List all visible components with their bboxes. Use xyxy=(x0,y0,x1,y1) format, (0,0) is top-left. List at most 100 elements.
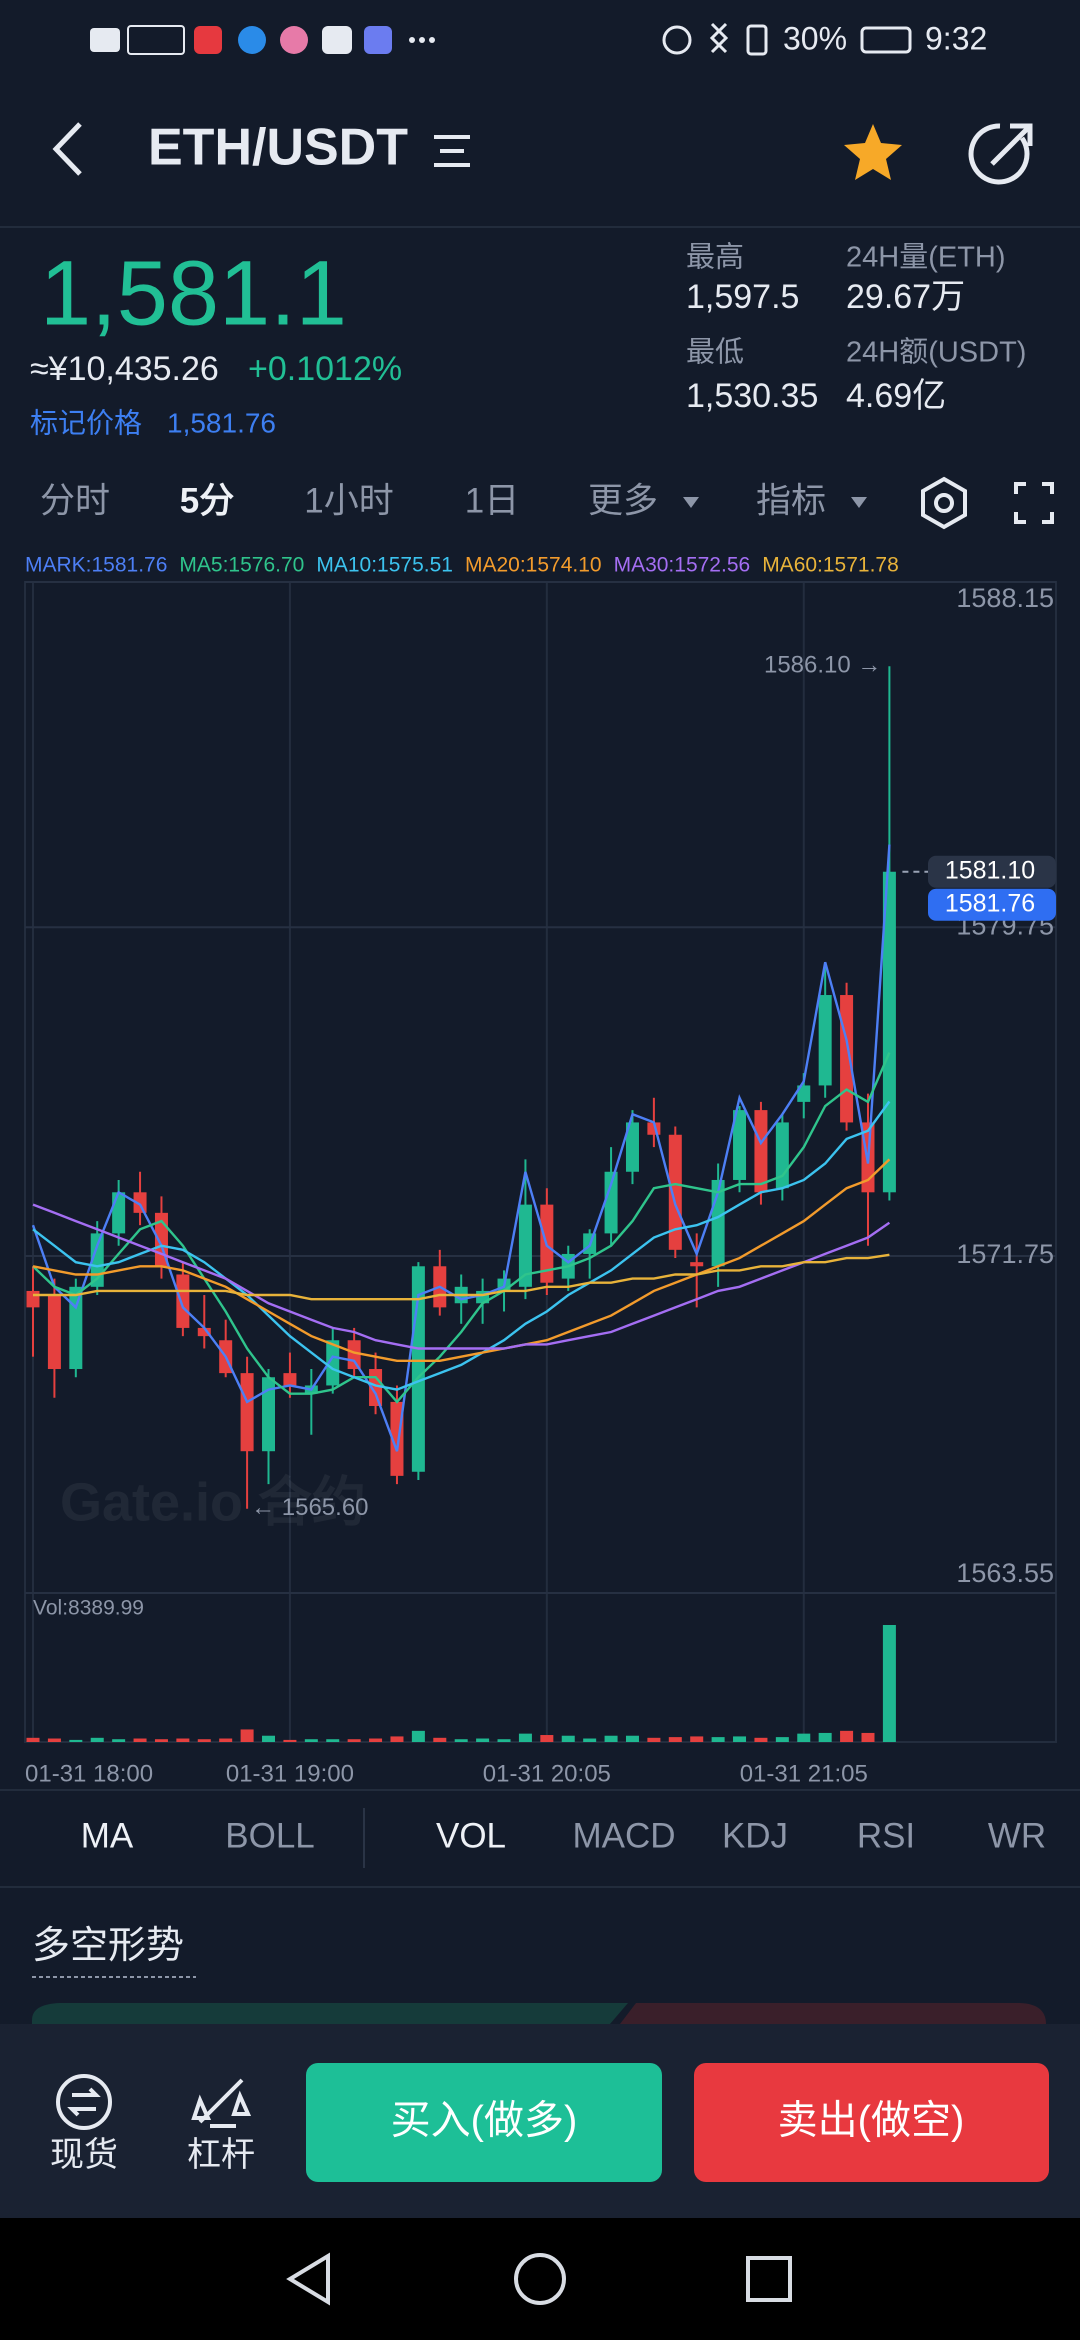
volume-bar xyxy=(454,1739,468,1742)
nav-back[interactable] xyxy=(286,2252,330,2306)
price-tag xyxy=(928,855,1056,888)
volume-bar xyxy=(840,1730,854,1742)
volume-bar xyxy=(154,1739,168,1742)
volume-bar xyxy=(133,1738,147,1742)
change-percent: +0.1012% xyxy=(248,350,402,388)
sell-label[interactable]: 卖出(做空) xyxy=(778,2099,965,2143)
indicator-tab[interactable]: BOLL xyxy=(225,1816,315,1855)
volume-bar xyxy=(476,1738,490,1742)
nav-home[interactable] xyxy=(514,2253,566,2305)
candle-body xyxy=(840,995,854,1123)
volume-bar xyxy=(240,1729,254,1742)
buy-button[interactable] xyxy=(306,2063,662,2182)
timeframe-tab[interactable]: 更多 xyxy=(588,481,658,520)
candle-body xyxy=(240,1373,254,1452)
candle-body xyxy=(69,1286,83,1370)
spot-button[interactable]: 现货 xyxy=(50,2136,118,2174)
nav-recent[interactable] xyxy=(746,2256,792,2302)
stat-value: 1,597.5 xyxy=(686,278,799,316)
indicator-tab[interactable]: KDJ xyxy=(722,1816,788,1855)
volume-bar xyxy=(219,1738,233,1742)
candle-body xyxy=(326,1340,340,1386)
stat-label: 24H额(USDT) xyxy=(846,336,1026,369)
ma-line xyxy=(32,1203,891,1350)
legend-entry: MA20:1574.10 xyxy=(465,554,602,577)
y-tick-label: 1571.75 xyxy=(956,1239,1054,1269)
timeframe-tab[interactable]: 指标 xyxy=(756,481,826,520)
stat-label: 24H量(ETH) xyxy=(846,242,1006,274)
leverage-button[interactable]: 杠杆 xyxy=(187,2136,255,2174)
x-tick-label: 01-31 19:00 xyxy=(226,1760,354,1787)
share-button[interactable] xyxy=(968,123,1033,185)
last-price: 1,581.1 xyxy=(40,242,347,344)
timeframe-tab[interactable]: 5分 xyxy=(180,481,234,520)
price-tag-label: 1581.10 xyxy=(945,856,1035,884)
candle-body xyxy=(197,1327,211,1337)
legend-entry: MARK:1581.76 xyxy=(25,554,167,577)
mark-price: 1,581.76 xyxy=(167,407,276,438)
candle-body xyxy=(797,1085,811,1102)
mark-label: 标记价格 xyxy=(30,407,142,438)
nav-bar xyxy=(0,2218,1080,2340)
volume-bar xyxy=(690,1736,704,1742)
ma-line xyxy=(32,1158,891,1362)
volume-bar xyxy=(26,1737,40,1742)
indicator-tab[interactable]: VOL xyxy=(436,1816,506,1855)
candle-body xyxy=(690,1262,704,1267)
candle-body xyxy=(518,1204,532,1287)
settings-button[interactable] xyxy=(921,476,967,530)
volume-bar xyxy=(411,1730,425,1742)
x-tick-label: 01-31 21:05 xyxy=(740,1760,868,1787)
candle-body xyxy=(283,1373,297,1386)
indicator-tab[interactable]: MACD xyxy=(572,1816,675,1855)
volume-bar xyxy=(797,1733,811,1742)
pair-title[interactable]: ETH/USDT xyxy=(148,119,408,177)
timeframe-tab[interactable]: 分时 xyxy=(40,481,110,520)
candle-body xyxy=(347,1340,361,1370)
volume-bar xyxy=(561,1735,575,1742)
volume-bar xyxy=(861,1732,875,1742)
x-tick-label: 01-31 20:05 xyxy=(483,1760,611,1787)
volume-bar xyxy=(540,1735,554,1742)
y-tick-label: 1588.15 xyxy=(956,583,1054,613)
indicator-tab[interactable]: RSI xyxy=(857,1816,915,1855)
candle-body xyxy=(47,1295,61,1370)
price-tag xyxy=(928,888,1056,921)
volume-bar xyxy=(733,1736,747,1742)
status-icons xyxy=(90,22,912,56)
volume-bar xyxy=(390,1736,404,1742)
volume-bar xyxy=(518,1733,532,1742)
sell-button[interactable] xyxy=(694,2063,1049,2182)
dropdown-arrow xyxy=(851,497,867,508)
pair-menu-icon[interactable] xyxy=(434,135,470,167)
volume-bar xyxy=(497,1739,511,1742)
legend-entry: MA5:1576.70 xyxy=(179,554,304,577)
volume-bar xyxy=(90,1737,104,1742)
indicator-tab[interactable]: MA xyxy=(81,1816,134,1855)
buy-label[interactable]: 买入(做多) xyxy=(391,2099,578,2143)
back-button[interactable] xyxy=(52,122,82,176)
volume-bar xyxy=(197,1739,211,1742)
clock: 9:32 xyxy=(925,20,987,56)
volume-bar xyxy=(818,1732,832,1742)
volume-bar xyxy=(604,1735,618,1742)
high-annotation: 1586.10 → xyxy=(764,652,881,679)
fullscreen-button[interactable] xyxy=(1014,482,1054,524)
volume-bar xyxy=(347,1739,361,1742)
kline-chart: 01-31 18:00 01-31 19:00 01-31 20:05 01-31 2… xyxy=(24,581,1057,1787)
ma-line xyxy=(31,844,891,1452)
ma-line xyxy=(32,1100,891,1391)
x-tick-label: 01-31 18:00 xyxy=(25,1760,153,1787)
favorite-star[interactable] xyxy=(844,124,902,180)
legend-entry: MA30:1572.56 xyxy=(614,554,751,577)
section-title: 多空形势 xyxy=(32,1925,184,1967)
timeframe-tab[interactable]: 1日 xyxy=(465,481,519,520)
timeframe-tab[interactable]: 1小时 xyxy=(304,481,393,520)
volume-bar xyxy=(775,1737,789,1742)
indicator-tab[interactable]: WR xyxy=(988,1816,1046,1855)
volume-bar xyxy=(882,1625,896,1742)
leverage-icon[interactable] xyxy=(191,2078,252,2128)
volume-bar xyxy=(668,1737,682,1742)
spot-icon[interactable] xyxy=(56,2074,112,2130)
